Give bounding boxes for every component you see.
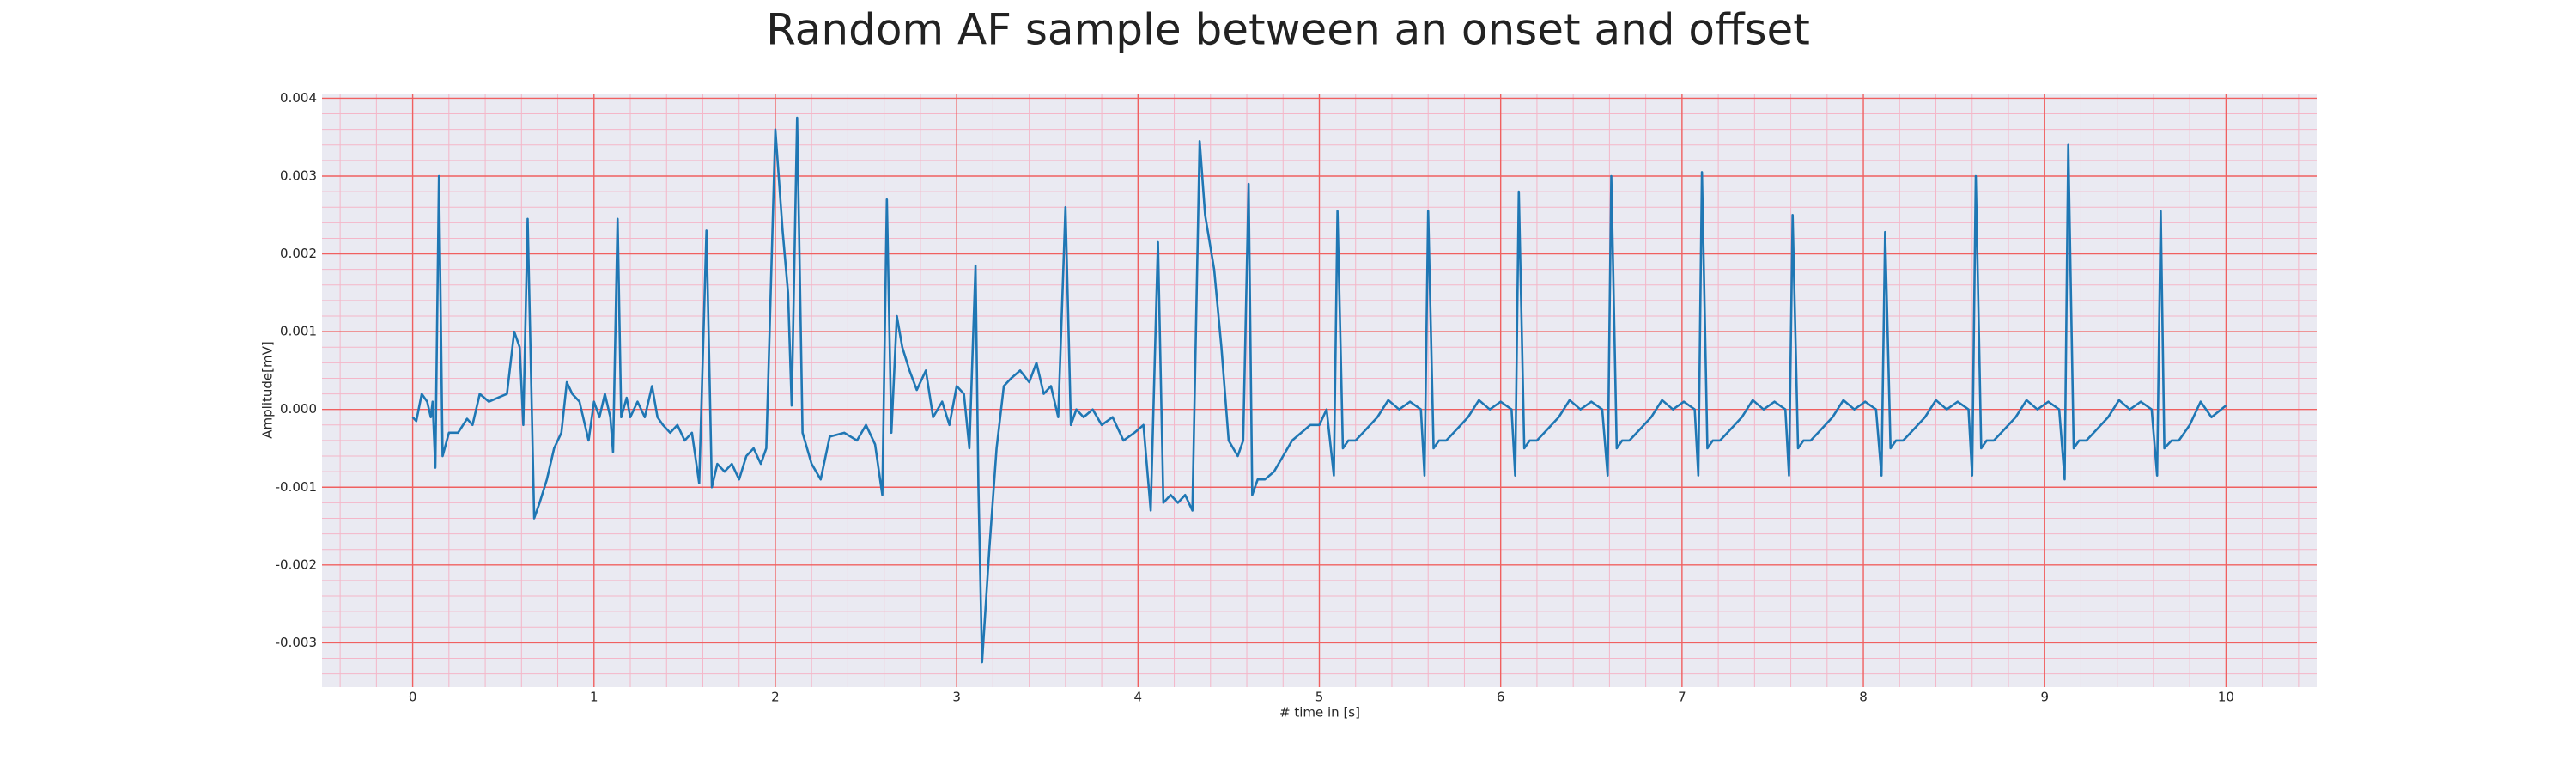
y-tick-label: -0.001 (276, 479, 317, 495)
x-tick-label: 2 (771, 690, 780, 705)
signal-line (411, 116, 2227, 664)
y-tick-label: -0.003 (276, 635, 317, 650)
marks (411, 116, 2227, 664)
chart-title: Random AF sample between an onset and of… (766, 5, 1810, 55)
y-tick-label: 0.004 (280, 90, 317, 106)
x-tick-label: 5 (1315, 690, 1324, 705)
x-tick-label: 6 (1497, 690, 1505, 705)
x-tick-label: 0 (409, 690, 417, 705)
labels: -0.003 -0.002 -0.001 0.000 0.001 0.002 0.003 0.… (276, 90, 2234, 705)
x-tick-label: 10 (2218, 690, 2234, 705)
y-tick-label: -0.002 (276, 557, 317, 572)
y-tick-label: 0.002 (280, 246, 317, 261)
y-axis-label: Amplitude[mV] (260, 341, 276, 438)
y-tick-label: 0.003 (280, 167, 317, 183)
grid (322, 94, 2317, 687)
x-tick-label: 1 (590, 690, 598, 705)
x-tick-label: 8 (1859, 690, 1868, 705)
x-tick-label: 9 (2040, 690, 2049, 705)
y-tick-label: 0.000 (280, 401, 317, 417)
x-tick-label: 7 (1678, 690, 1686, 705)
x-tick-label: 3 (952, 690, 961, 705)
y-tick-label: 0.001 (280, 324, 317, 339)
x-axis-label: # time in [s] (1279, 705, 1360, 721)
x-tick-label: 4 (1134, 690, 1143, 705)
